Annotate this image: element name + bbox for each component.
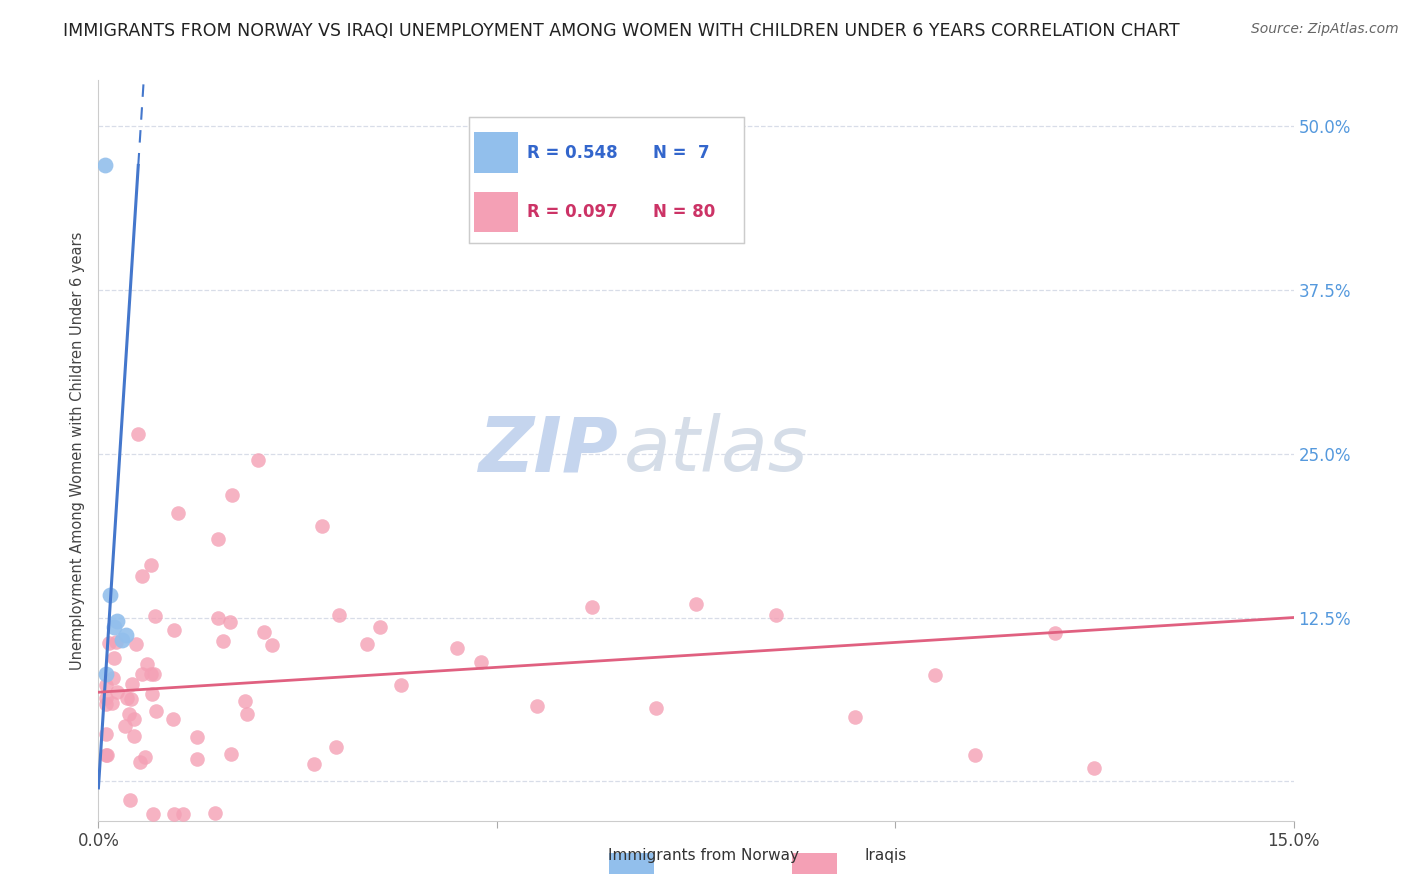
Point bbox=[645, 701, 668, 715]
Text: atlas: atlas bbox=[624, 414, 808, 487]
Point bbox=[141, 687, 163, 701]
Point bbox=[1043, 626, 1066, 640]
Point bbox=[765, 607, 787, 622]
Point bbox=[131, 667, 153, 681]
Point bbox=[131, 569, 153, 583]
Point bbox=[96, 727, 118, 741]
Point bbox=[100, 697, 122, 711]
Point bbox=[105, 615, 128, 629]
Point bbox=[134, 750, 156, 764]
Point bbox=[103, 650, 125, 665]
Point bbox=[118, 793, 141, 807]
Point bbox=[98, 588, 122, 602]
Point bbox=[121, 677, 143, 691]
Point bbox=[963, 748, 986, 763]
Point bbox=[207, 532, 229, 546]
Point bbox=[98, 636, 121, 650]
Point bbox=[233, 694, 256, 708]
Point bbox=[163, 623, 186, 637]
Point bbox=[253, 625, 276, 640]
Point bbox=[96, 691, 118, 706]
Point bbox=[162, 712, 184, 726]
Point bbox=[145, 704, 167, 718]
Point bbox=[924, 667, 946, 681]
Y-axis label: Unemployment Among Women with Children Under 6 years: Unemployment Among Women with Children U… bbox=[70, 231, 86, 670]
Point bbox=[122, 712, 145, 726]
Point bbox=[125, 637, 148, 651]
Point bbox=[122, 729, 145, 743]
Point bbox=[526, 699, 548, 714]
Point bbox=[389, 678, 412, 692]
Point bbox=[105, 635, 128, 649]
Point bbox=[139, 667, 162, 681]
Point bbox=[96, 748, 118, 763]
Point bbox=[581, 599, 603, 614]
Point bbox=[172, 807, 194, 822]
Point bbox=[143, 608, 166, 623]
Point bbox=[121, 692, 143, 706]
Point bbox=[204, 805, 226, 820]
Point bbox=[96, 697, 118, 711]
Point bbox=[221, 747, 243, 761]
Point bbox=[103, 620, 125, 634]
Point bbox=[115, 627, 138, 641]
Point bbox=[96, 666, 118, 681]
Point bbox=[96, 678, 118, 692]
Point bbox=[114, 719, 136, 733]
Point bbox=[218, 615, 240, 629]
Point bbox=[139, 558, 162, 572]
Point bbox=[446, 640, 468, 655]
Point bbox=[260, 639, 283, 653]
Point bbox=[96, 747, 118, 762]
Text: IMMIGRANTS FROM NORWAY VS IRAQI UNEMPLOYMENT AMONG WOMEN WITH CHILDREN UNDER 6 Y: IMMIGRANTS FROM NORWAY VS IRAQI UNEMPLOY… bbox=[63, 22, 1180, 40]
Point bbox=[127, 427, 149, 442]
Point bbox=[311, 518, 333, 533]
Point bbox=[221, 488, 243, 502]
Point bbox=[186, 751, 208, 765]
Text: Iraqis: Iraqis bbox=[865, 848, 907, 863]
Point bbox=[117, 691, 139, 706]
Point bbox=[167, 506, 190, 520]
Point bbox=[142, 807, 165, 822]
Text: Source: ZipAtlas.com: Source: ZipAtlas.com bbox=[1251, 22, 1399, 37]
Point bbox=[470, 655, 492, 669]
Point bbox=[328, 608, 350, 623]
Point bbox=[356, 637, 378, 651]
Point bbox=[844, 710, 866, 724]
Point bbox=[302, 756, 325, 771]
Point bbox=[129, 756, 152, 770]
Point bbox=[235, 706, 257, 721]
Point bbox=[246, 453, 269, 467]
Point bbox=[186, 730, 208, 744]
Point bbox=[101, 671, 124, 685]
Point bbox=[207, 611, 229, 625]
Point bbox=[111, 632, 134, 647]
Point bbox=[212, 633, 235, 648]
Text: Immigrants from Norway: Immigrants from Norway bbox=[607, 848, 799, 863]
Point bbox=[368, 620, 391, 634]
Point bbox=[136, 657, 159, 672]
Point bbox=[105, 685, 128, 699]
Point bbox=[1083, 761, 1105, 775]
Point bbox=[94, 158, 117, 172]
Point bbox=[163, 807, 186, 822]
Point bbox=[685, 598, 707, 612]
Text: ZIP: ZIP bbox=[478, 414, 619, 487]
Point bbox=[118, 706, 141, 721]
Point bbox=[325, 739, 347, 754]
Point bbox=[143, 667, 166, 681]
